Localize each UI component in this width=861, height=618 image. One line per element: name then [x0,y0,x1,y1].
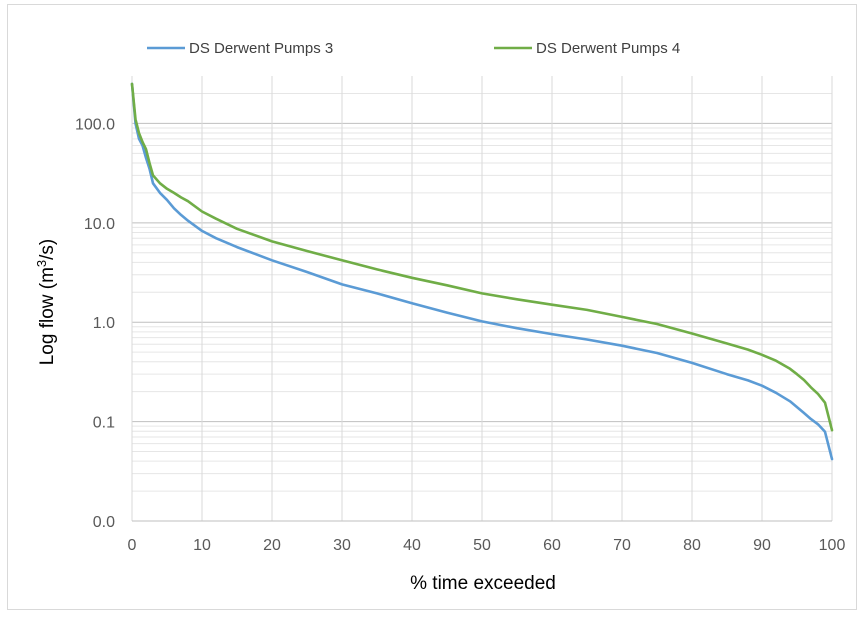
legend: DS Derwent Pumps 3 DS Derwent Pumps 4 [147,40,680,57]
y-tick-label: 1.0 [93,315,115,332]
major-gridlines [131,76,833,522]
y-axis-title-sup: 3 [34,260,49,267]
x-tick-label: 70 [613,537,631,554]
y-tick-label: 10.0 [84,216,115,233]
series-line-1 [130,82,834,461]
x-tick-label: 10 [193,537,211,554]
x-tick-labels: 0 10 20 30 40 50 60 70 80 90 100 [128,537,846,554]
series-lines [130,82,834,461]
y-axis-title-main: Log flow (m [37,267,58,365]
y-tick-label: 0.0 [93,514,115,531]
legend-label-1: DS Derwent Pumps 3 [189,40,333,57]
x-tick-label: 20 [263,537,281,554]
legend-label-2: DS Derwent Pumps 4 [536,40,680,57]
series-line-2 [130,82,834,432]
x-tick-label: 60 [543,537,561,554]
y-tick-labels: 0.0 0.1 1.0 10.0 100.0 [75,116,115,531]
x-tick-label: 80 [683,537,701,554]
x-tick-label: 50 [473,537,491,554]
y-tick-label: 0.1 [93,415,115,432]
chart-frame [7,4,857,610]
x-axis-title: % time exceeded [410,573,556,594]
y-axis-title: Log flow (m3/s) [34,239,59,366]
x-tick-label: 100 [819,537,846,554]
y-tick-label: 100.0 [75,116,115,133]
x-tick-label: 30 [333,537,351,554]
x-tick-label: 0 [128,537,137,554]
y-axis-title-tail: /s) [37,239,58,260]
x-tick-label: 90 [753,537,771,554]
x-tick-label: 40 [403,537,421,554]
